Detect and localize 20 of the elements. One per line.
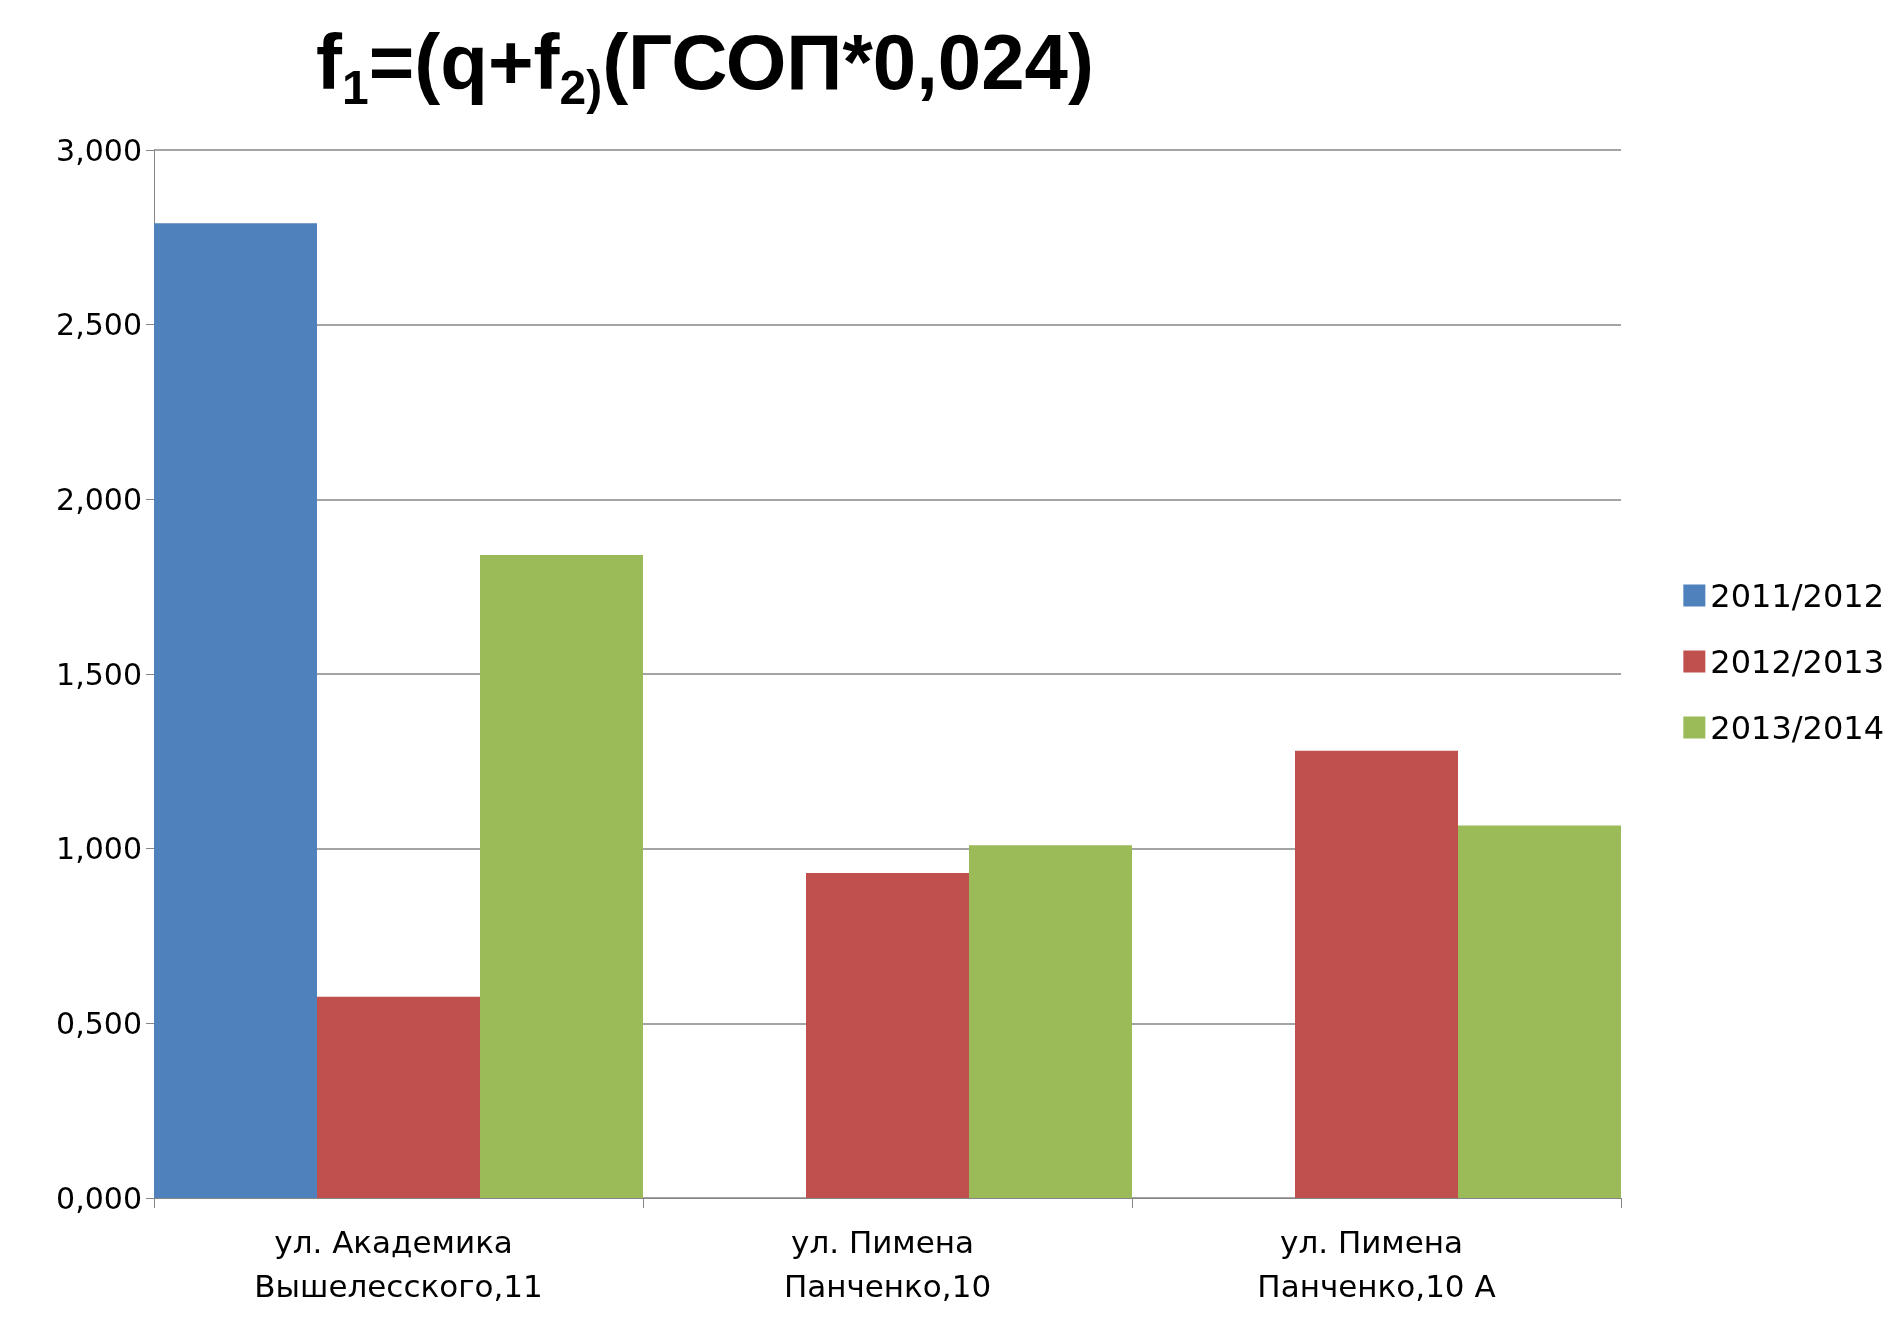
- bar: [154, 223, 317, 1198]
- x-tick-label: ул. Пимена Панченко,10: [783, 1224, 992, 1304]
- legend-label: 2012/2013: [1710, 642, 1884, 681]
- bar: [1458, 825, 1621, 1198]
- y-tick-label: 1,500: [56, 656, 142, 692]
- y-tick-label: 0,000: [56, 1180, 142, 1216]
- bar: [317, 996, 480, 1198]
- y-tick-label: 3,000: [56, 132, 142, 168]
- y-tick-label: 2,000: [56, 481, 142, 517]
- legend-label: 2011/2012: [1710, 576, 1884, 615]
- y-tick-label: 0,500: [56, 1005, 142, 1041]
- x-tick-label: ул. Академика Вышелесского,11: [254, 1224, 543, 1304]
- bar: [806, 873, 969, 1198]
- x-tick-label: ул. Пимена Панченко,10 А: [1257, 1224, 1496, 1304]
- bar: [1295, 750, 1458, 1198]
- bar: [969, 845, 1132, 1198]
- y-tick-label: 1,000: [56, 831, 142, 867]
- bar: [480, 554, 643, 1198]
- y-tick-label: 2,500: [56, 307, 142, 343]
- legend-label: 2013/2014: [1710, 708, 1884, 747]
